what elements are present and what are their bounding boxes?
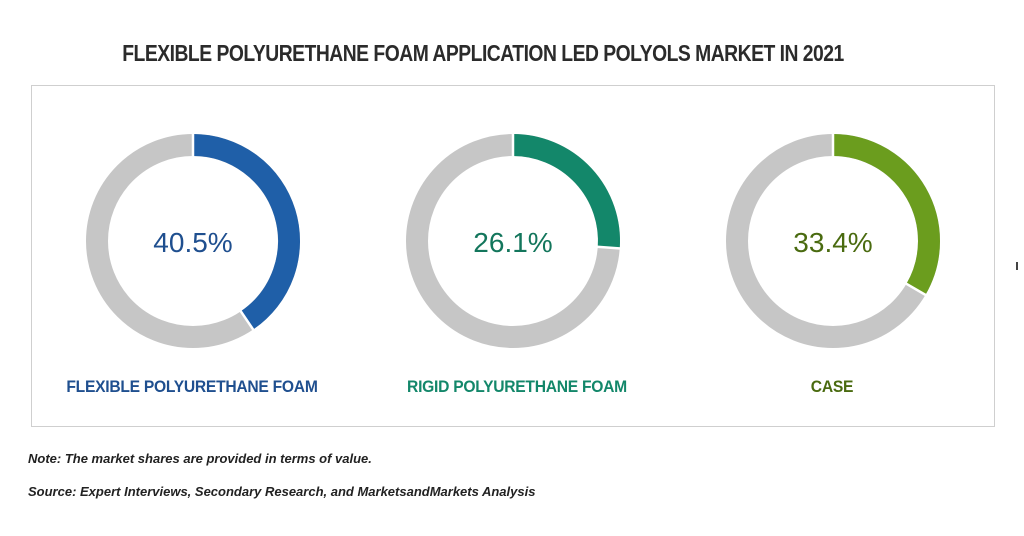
donut-separator-flexible-1	[239, 309, 255, 332]
donut-slice-case	[832, 134, 940, 295]
footnote-note: Note: The market shares are provided in …	[28, 451, 372, 466]
donut-value-rigid: 26.1%	[473, 227, 552, 258]
donut-value-case: 33.4%	[793, 227, 872, 258]
donut-slice-rigid	[512, 134, 620, 249]
donut-value-flexible: 40.5%	[153, 227, 232, 258]
footnote-source: Source: Expert Interviews, Secondary Res…	[28, 484, 536, 499]
chart-frame	[31, 85, 995, 427]
donut-label-case: CASE	[810, 377, 854, 396]
edge-mark	[1016, 262, 1018, 270]
donut-slice-flexible	[192, 134, 300, 330]
donut-separator-case-1	[904, 282, 927, 297]
donut-separator-rigid-1	[596, 245, 621, 250]
chart-title: FLEXIBLE POLYURETHANE FOAM APPLICATION L…	[122, 40, 844, 66]
donut-label-rigid: RIGID POLYURETHANE FOAM	[407, 377, 627, 396]
donut-label-flexible: FLEXIBLE POLYURETHANE FOAM	[66, 377, 318, 396]
